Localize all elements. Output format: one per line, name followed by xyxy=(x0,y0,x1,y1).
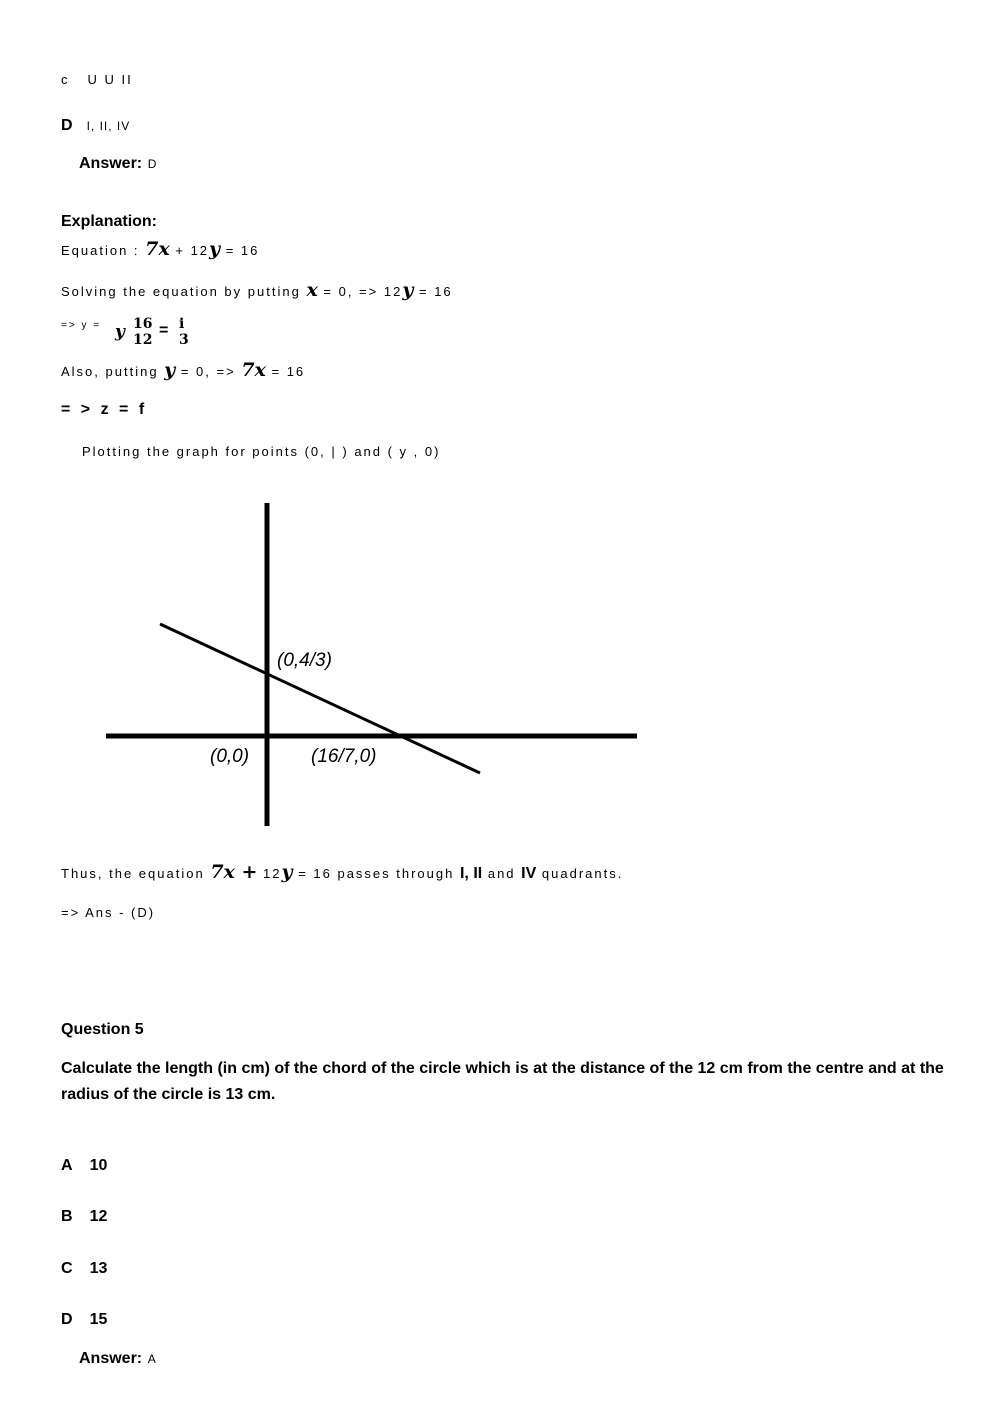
option-c: c U U II xyxy=(61,72,133,87)
option-text: I, II, IV xyxy=(86,119,131,133)
also-line: Also, putting y = 0, => 7x = 16 xyxy=(61,359,306,381)
explanation-heading: Explanation: xyxy=(61,213,158,230)
option-d: D I, II, IV xyxy=(61,117,130,135)
answer-line: Answer: A xyxy=(79,1350,158,1368)
origin-label: (0,0) xyxy=(210,746,250,767)
answer-label: Answer: xyxy=(79,1350,143,1367)
fraction-16-12: 16 12 xyxy=(133,316,153,348)
x-intercept-label: (16/7,0) xyxy=(311,746,377,767)
plotting-line: Plotting the graph for points (0, | ) an… xyxy=(82,444,441,459)
question-text: Calculate the length (in cm) of the chor… xyxy=(61,1060,944,1103)
option-text: U U II xyxy=(87,72,133,87)
equation-line-plot xyxy=(159,622,481,775)
answer-value: A xyxy=(147,1352,158,1366)
fraction-prefix: => y = xyxy=(61,320,102,331)
y-intercept-label: (0,4/3) xyxy=(277,650,332,671)
option-d[interactable]: D 15 xyxy=(61,1311,108,1328)
fraction-equals: = xyxy=(159,322,169,339)
fraction-y: y xyxy=(115,322,125,342)
option-c[interactable]: C 13 xyxy=(61,1260,108,1277)
question-title: Question 5 xyxy=(61,1021,144,1038)
option-b[interactable]: B 12 xyxy=(61,1208,108,1225)
equation-line: Equation : 7x + 12y = 16 xyxy=(61,238,260,260)
x-result-line: = > z = f xyxy=(61,401,148,418)
final-answer-line: => Ans - (D) xyxy=(61,905,156,920)
answer-label: Answer: xyxy=(79,155,143,172)
option-letter: c xyxy=(61,72,70,87)
option-a[interactable]: A 10 xyxy=(61,1157,108,1174)
answer-value: D xyxy=(147,157,159,171)
answer-line: Answer: D xyxy=(79,155,158,173)
solving-line: Solving the equation by putting x = 0, =… xyxy=(61,279,453,301)
option-letter: D xyxy=(61,117,73,134)
conclusion-line: Thus, the equation 7x + 12y = 16 passes … xyxy=(61,861,624,883)
